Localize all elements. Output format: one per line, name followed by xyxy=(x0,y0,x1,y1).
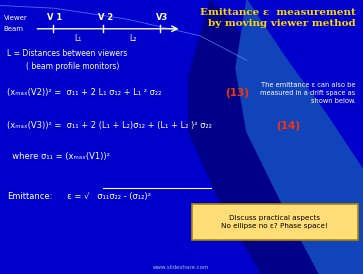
Text: (xₘₐₓ(V3))² =  σ₁₁ + 2 (L₁ + L₂)σ₁₂ + (L₁ + L₂ )² σ₂₂: (xₘₐₓ(V3))² = σ₁₁ + 2 (L₁ + L₂)σ₁₂ + (L₁… xyxy=(7,121,212,130)
Text: Emittance:: Emittance: xyxy=(7,192,53,201)
Polygon shape xyxy=(236,0,363,274)
Text: Viewer: Viewer xyxy=(4,15,27,21)
Text: L = Distances between viewers
        ( beam profile monitors): L = Distances between viewers ( beam pro… xyxy=(7,49,127,71)
Text: V3: V3 xyxy=(156,13,168,22)
Text: V 1: V 1 xyxy=(47,13,62,22)
Text: (xₘₐₓ(V2))² =  σ₁₁ + 2 L₁ σ₁₂ + L₁ ² σ₂₂: (xₘₐₓ(V2))² = σ₁₁ + 2 L₁ σ₁₂ + L₁ ² σ₂₂ xyxy=(7,88,162,97)
Text: Emittance ε  measurement
by moving viewer method: Emittance ε measurement by moving viewer… xyxy=(200,8,356,28)
Text: V 2: V 2 xyxy=(98,13,113,22)
Text: Discuss practical aspects
No ellipse no ε? Phase space!: Discuss practical aspects No ellipse no … xyxy=(221,215,329,229)
Text: (13): (13) xyxy=(225,88,249,98)
Text: where σ₁₁ = (xₘₐₓ(V1))²: where σ₁₁ = (xₘₐₓ(V1))² xyxy=(7,152,110,161)
Text: L₂: L₂ xyxy=(129,35,136,43)
Text: L₁: L₁ xyxy=(74,35,82,43)
Text: The emittance ε can also be
measured in a drift space as
shown below.: The emittance ε can also be measured in … xyxy=(261,82,356,104)
FancyBboxPatch shape xyxy=(192,204,358,240)
Text: Beam: Beam xyxy=(4,26,24,32)
Polygon shape xyxy=(189,0,363,274)
Text: ε = √   σ₁₁σ₂₂ - (σ₁₂)²: ε = √ σ₁₁σ₂₂ - (σ₁₂)² xyxy=(62,192,151,201)
Text: www.slideshare.com: www.slideshare.com xyxy=(153,265,210,270)
Text: (14): (14) xyxy=(276,121,300,130)
